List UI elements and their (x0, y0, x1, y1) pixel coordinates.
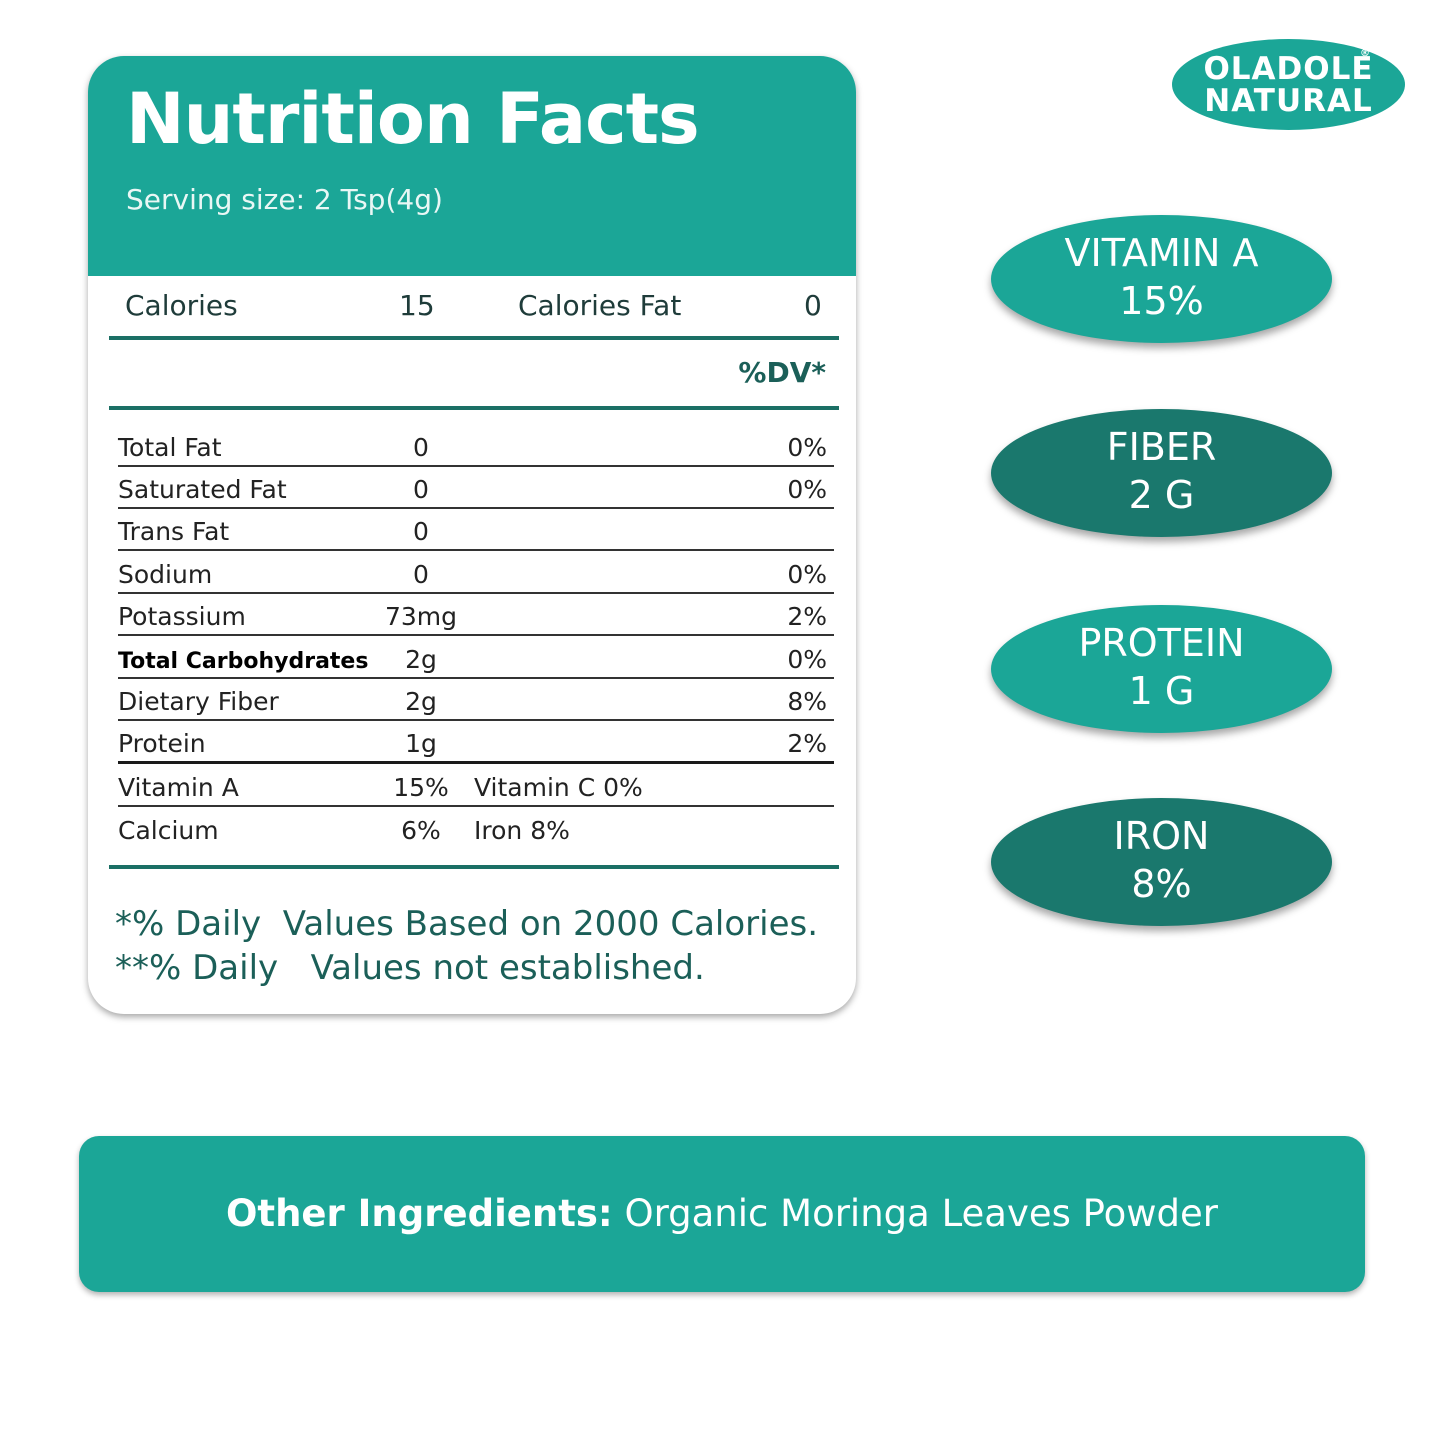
divider-rule (109, 865, 839, 869)
highlight-name: PROTEIN (1078, 621, 1245, 665)
nutrient-row: Protein 1g 2% (118, 719, 834, 764)
highlight-name: IRON (1113, 814, 1210, 858)
vitamin-amount: 15% (393, 773, 449, 802)
highlight-name: FIBER (1106, 425, 1217, 469)
highlight-fiber: FIBER 2 G (991, 409, 1332, 537)
nutrient-name: Protein (118, 729, 206, 758)
footnote: **% Daily Values not established. (115, 948, 705, 988)
footnote: *% Daily Values Based on 2000 Calories. (115, 904, 819, 944)
nutrient-dv: 0% (787, 433, 827, 462)
nutrient-name: Total Carbohydrates (118, 649, 369, 674)
other-ingredients-banner: Other Ingredients: Organic Moringa Leave… (79, 1136, 1365, 1292)
vitamin-amount: 6% (401, 816, 441, 845)
highlight-iron: IRON 8% (991, 798, 1332, 926)
nutrient-name: Total Fat (118, 433, 222, 462)
divider-rule (109, 406, 839, 410)
nutrient-dv: 0% (787, 645, 827, 674)
nutrient-amount: 0 (413, 517, 429, 546)
nutrient-dv: 0% (787, 560, 827, 589)
nutrient-dv: 8% (787, 687, 827, 716)
nutrient-dv: 0% (787, 475, 827, 504)
nutrient-row: Potassium 73mg 2% (118, 592, 834, 636)
nutrient-row: Saturated Fat 0 0% (118, 465, 834, 509)
nutrient-name: Saturated Fat (118, 475, 287, 504)
nutrient-amount: 0 (413, 475, 429, 504)
nutrient-amount: 0 (413, 560, 429, 589)
highlight-value: 2 G (1128, 473, 1195, 517)
daily-value-header: %DV* (738, 356, 826, 389)
nutrient-amount: 2g (405, 645, 437, 674)
nutrient-row: Total Fat 0 0% (118, 423, 834, 467)
nutrient-row: Dietary Fiber 2g 8% (118, 677, 834, 721)
highlight-value: 8% (1131, 862, 1192, 906)
calories-value: 15 (399, 289, 435, 322)
nutrition-facts-card: Nutrition Facts Serving size: 2 Tsp(4g) … (88, 56, 856, 1014)
calories-label: Calories (125, 289, 238, 322)
brand-logo: OLADOLE NATURAL ® (1172, 39, 1405, 130)
highlight-name: VITAMIN A (1064, 231, 1259, 275)
calories-fat-label: Calories Fat (518, 289, 682, 322)
calories-fat-value: 0 (804, 289, 822, 322)
nutrient-name: Dietary Fiber (118, 687, 279, 716)
nutrient-amount: 0 (413, 433, 429, 462)
vitamin-other: Vitamin C 0% (474, 773, 643, 802)
nutrient-row: Trans Fat 0 (118, 507, 834, 551)
vitamin-row: Calcium 6% Iron 8% (118, 806, 834, 848)
logo-line2: NATURAL (1204, 83, 1373, 119)
highlight-protein: PROTEIN 1 G (991, 605, 1332, 733)
nutrient-dv: 2% (787, 729, 827, 758)
vitamin-name: Calcium (118, 816, 219, 845)
nutrition-header: Nutrition Facts Serving size: 2 Tsp(4g) (88, 56, 856, 276)
vitamin-other: Iron 8% (474, 816, 570, 845)
nutrient-dv: 2% (787, 602, 827, 631)
nutrient-amount: 2g (405, 687, 437, 716)
nutrient-row: Total Carbohydrates 2g 0% (118, 635, 834, 679)
vitamin-row: Vitamin A 15% Vitamin C 0% (118, 763, 834, 807)
highlight-vitamin-a: VITAMIN A 15% (991, 215, 1332, 343)
nutrition-title: Nutrition Facts (126, 78, 700, 160)
nutrient-row: Sodium 0 0% (118, 550, 834, 594)
nutrient-name: Trans Fat (118, 517, 230, 546)
ingredients-value: Organic Moringa Leaves Powder (612, 1192, 1219, 1235)
vitamin-name: Vitamin A (118, 773, 239, 802)
logo-line1: OLADOLE (1203, 51, 1374, 87)
nutrient-amount: 1g (405, 729, 437, 758)
nutrient-name: Sodium (118, 560, 213, 589)
ingredients-label: Other Ingredients: (225, 1192, 613, 1235)
nutrient-name: Potassium (118, 602, 246, 631)
serving-size: Serving size: 2 Tsp(4g) (126, 183, 443, 216)
registered-mark: ® (1360, 48, 1371, 59)
highlight-value: 1 G (1128, 669, 1195, 713)
divider-rule (109, 336, 839, 340)
highlight-value: 15% (1119, 279, 1204, 323)
nutrient-amount: 73mg (384, 602, 458, 631)
